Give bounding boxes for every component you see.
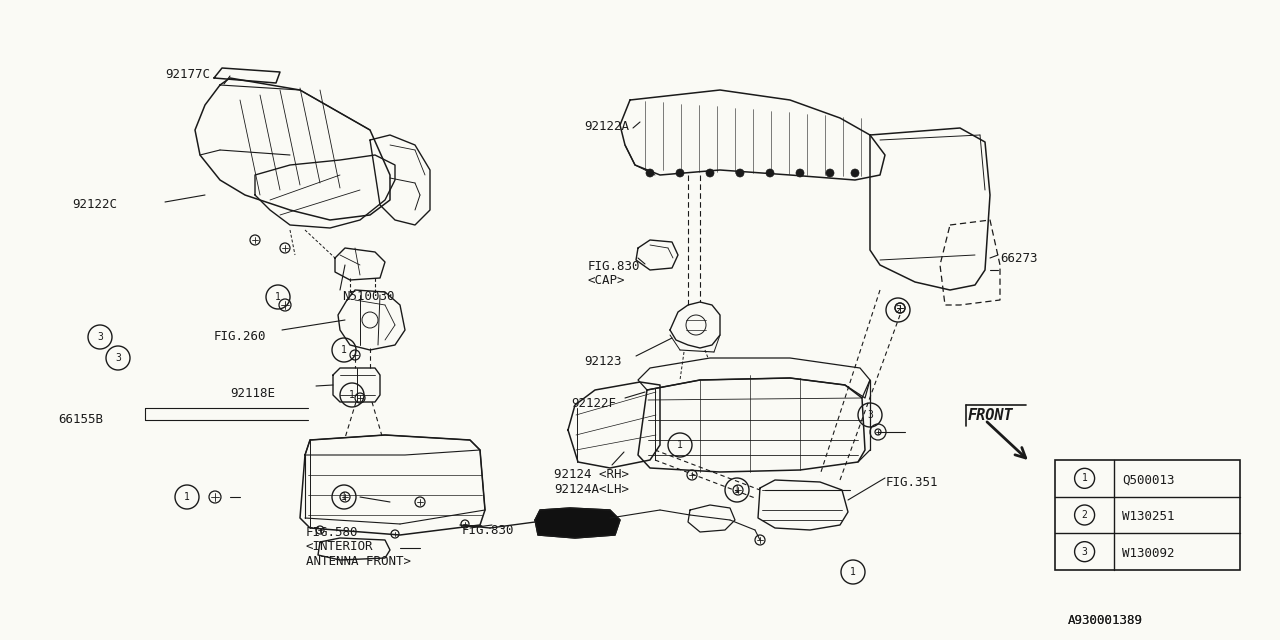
Text: 92124 <RH>: 92124 <RH> — [554, 468, 628, 481]
Text: 1: 1 — [850, 567, 856, 577]
Text: Q500013: Q500013 — [1123, 474, 1175, 486]
Circle shape — [826, 169, 835, 177]
Text: 92122F: 92122F — [571, 397, 616, 410]
Text: 66273: 66273 — [1000, 252, 1038, 265]
Text: A930001389: A930001389 — [1068, 614, 1143, 627]
Polygon shape — [535, 508, 620, 538]
Text: 1: 1 — [1082, 474, 1088, 483]
Text: 2: 2 — [895, 305, 901, 315]
Circle shape — [765, 169, 774, 177]
Text: FIG.580: FIG.580 — [306, 526, 358, 539]
Text: 1: 1 — [733, 485, 740, 495]
Text: 1: 1 — [340, 492, 347, 502]
Text: 92124A<LH>: 92124A<LH> — [554, 483, 628, 496]
Circle shape — [707, 169, 714, 177]
Text: 1: 1 — [340, 345, 347, 355]
Text: ANTENNA FRONT>: ANTENNA FRONT> — [306, 555, 411, 568]
Text: 3: 3 — [115, 353, 120, 363]
Text: 92122C: 92122C — [72, 198, 116, 211]
Text: <CAP>: <CAP> — [588, 274, 626, 287]
Text: 3: 3 — [867, 410, 873, 420]
Text: FIG.351: FIG.351 — [886, 476, 938, 489]
Text: 92122A: 92122A — [584, 120, 628, 133]
Circle shape — [796, 169, 804, 177]
Text: 66155B: 66155B — [58, 413, 102, 426]
Circle shape — [646, 169, 654, 177]
Text: 3: 3 — [1082, 547, 1088, 557]
Text: 1: 1 — [275, 292, 280, 302]
Circle shape — [851, 169, 859, 177]
Text: FIG.830: FIG.830 — [462, 524, 515, 537]
Text: 92177C: 92177C — [165, 68, 210, 81]
Text: FIG.830: FIG.830 — [588, 260, 640, 273]
Text: FRONT: FRONT — [968, 408, 1014, 423]
Text: 1: 1 — [349, 390, 355, 400]
Text: 1: 1 — [184, 492, 189, 502]
Bar — [1055, 460, 1240, 570]
Circle shape — [676, 169, 684, 177]
Text: 2: 2 — [1082, 510, 1088, 520]
Circle shape — [736, 169, 744, 177]
Text: <INTERIOR: <INTERIOR — [306, 540, 374, 553]
Text: A930001389: A930001389 — [1068, 614, 1143, 627]
Text: 1: 1 — [677, 440, 684, 450]
Text: 3: 3 — [97, 332, 102, 342]
Text: W130092: W130092 — [1123, 547, 1175, 559]
Text: 92118E: 92118E — [230, 387, 275, 400]
Text: FIG.260: FIG.260 — [214, 330, 266, 343]
Text: 92123: 92123 — [584, 355, 622, 368]
Text: W130251: W130251 — [1123, 510, 1175, 523]
Text: N510030: N510030 — [342, 290, 394, 303]
